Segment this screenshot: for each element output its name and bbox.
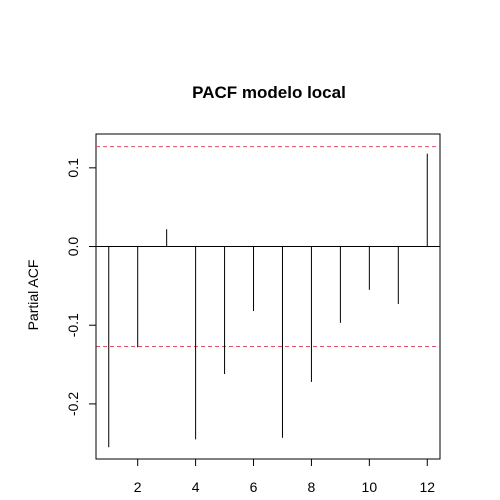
chart-title: PACF modelo local bbox=[192, 83, 346, 102]
x-tick-label: 8 bbox=[308, 479, 316, 495]
x-tick-label: 12 bbox=[419, 479, 435, 495]
x-axis: 2 4 6 8 10 12 bbox=[134, 458, 435, 495]
x-tick-label: 4 bbox=[192, 479, 200, 495]
x-tick-label: 6 bbox=[250, 479, 258, 495]
x-tick-label: 10 bbox=[362, 479, 378, 495]
y-axis: -0.2 -0.1 0.0 0.1 bbox=[65, 158, 97, 416]
y-tick-label: -0.2 bbox=[65, 392, 81, 416]
plot-frame bbox=[95, 133, 441, 460]
y-tick-label: 0.0 bbox=[65, 237, 81, 257]
y-tick-label: 0.1 bbox=[65, 158, 81, 178]
y-tick-label: -0.1 bbox=[65, 313, 81, 337]
pacf-bars bbox=[96, 146, 440, 448]
x-tick-label: 2 bbox=[134, 479, 142, 495]
y-axis-label: Partial ACF bbox=[25, 260, 41, 331]
